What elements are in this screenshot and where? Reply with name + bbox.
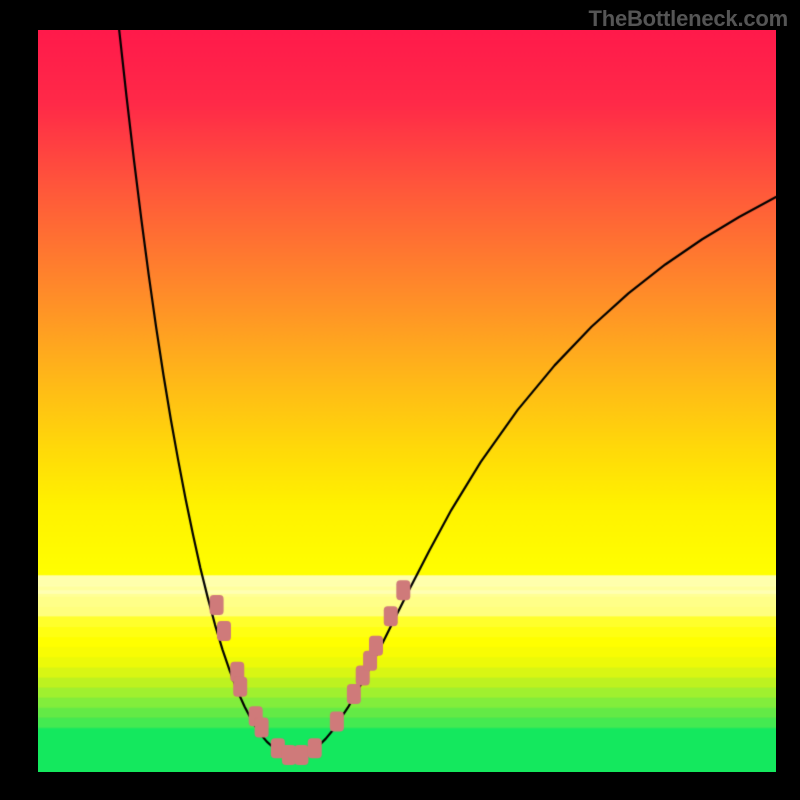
chart-stage: TheBottleneck.com	[0, 0, 800, 800]
watermark-label: TheBottleneck.com	[588, 6, 788, 32]
plot-area	[38, 30, 776, 772]
plot-canvas	[38, 30, 776, 772]
